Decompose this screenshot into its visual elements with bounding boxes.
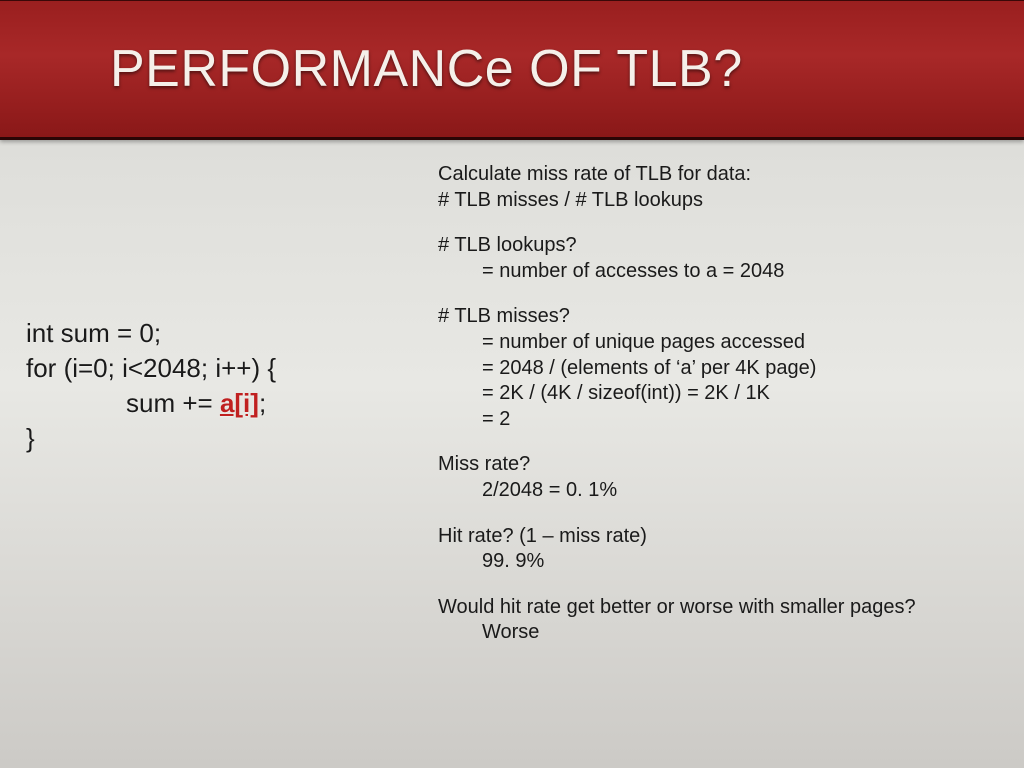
text-line: Calculate miss rate of TLB for data: [438,162,998,188]
text-line: # TLB misses? [438,304,998,330]
explanation-block: Calculate miss rate of TLB for data: # T… [438,162,998,666]
text-line: = number of accesses to a = 2048 [438,259,998,285]
code-text: sum += [126,388,220,418]
code-line: for (i=0; i<2048; i++) { [26,351,276,386]
text-block: # TLB misses? = number of unique pages a… [438,304,998,432]
slide-header: PERFORMANCe OF TLB? [0,0,1024,140]
text-line: = 2048 / (elements of ‘a’ per 4K page) [438,356,998,382]
text-line: # TLB misses / # TLB lookups [438,188,998,214]
text-line: = number of unique pages accessed [438,330,998,356]
code-text: ; [259,388,266,418]
text-line: # TLB lookups? [438,233,998,259]
text-line: = 2K / (4K / sizeof(int)) = 2K / 1K [438,381,998,407]
text-block: Would hit rate get better or worse with … [438,595,998,646]
code-line: sum += a[i]; [26,386,276,421]
text-block: Miss rate? 2/2048 = 0. 1% [438,452,998,503]
text-line: Hit rate? (1 – miss rate) [438,524,998,550]
code-block: int sum = 0; for (i=0; i<2048; i++) { su… [26,316,276,456]
code-line: } [26,421,276,456]
text-line: Worse [438,620,998,646]
code-line: int sum = 0; [26,316,276,351]
text-line: Miss rate? [438,452,998,478]
text-line: = 2 [438,407,998,433]
text-line: 99. 9% [438,549,998,575]
text-block: # TLB lookups? = number of accesses to a… [438,233,998,284]
text-block: Hit rate? (1 – miss rate) 99. 9% [438,524,998,575]
text-line: Would hit rate get better or worse with … [438,595,998,621]
slide-title: PERFORMANCe OF TLB? [110,39,743,99]
slide-content: int sum = 0; for (i=0; i<2048; i++) { su… [0,140,1024,768]
text-block: Calculate miss rate of TLB for data: # T… [438,162,998,213]
text-line: 2/2048 = 0. 1% [438,478,998,504]
code-highlight: a[i] [220,388,259,418]
